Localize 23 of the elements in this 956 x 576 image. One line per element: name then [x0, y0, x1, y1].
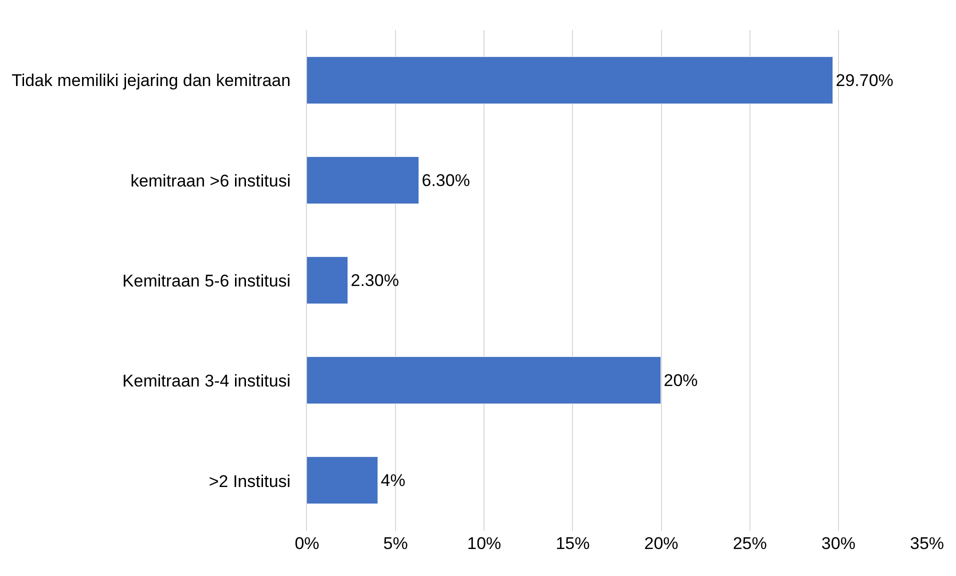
- x-tick-label: 25%: [732, 534, 767, 553]
- x-tick-label: 20%: [644, 534, 678, 553]
- x-tick-label: 0%: [294, 534, 320, 553]
- y-tick-label: Kemitraan 5-6 institusi: [122, 271, 291, 290]
- data-label: 2.30%: [350, 270, 399, 290]
- bar: [307, 256, 348, 304]
- y-tick-label: kemitraan >6 institusi: [130, 171, 291, 190]
- data-label: 29.70%: [836, 70, 894, 90]
- bar: [307, 456, 378, 504]
- x-tick-label: 30%: [821, 534, 856, 553]
- data-label: 4%: [380, 470, 406, 490]
- bar: [307, 356, 661, 404]
- data-label: 6.30%: [422, 170, 470, 190]
- data-label: 20%: [664, 370, 698, 390]
- bar: [307, 156, 419, 204]
- x-tick-label: 10%: [467, 534, 502, 553]
- x-tick-label: 35%: [910, 534, 944, 553]
- x-tick-label: 5%: [383, 534, 408, 553]
- x-tick-label: 15%: [556, 534, 590, 553]
- y-tick-label: >2 Institusi: [208, 472, 291, 491]
- y-tick-label: Kemitraan 3-4 institusi: [122, 372, 291, 391]
- y-tick-label: Tidak memiliki jejaring dan kemitraan: [12, 71, 291, 90]
- bar: [307, 56, 833, 104]
